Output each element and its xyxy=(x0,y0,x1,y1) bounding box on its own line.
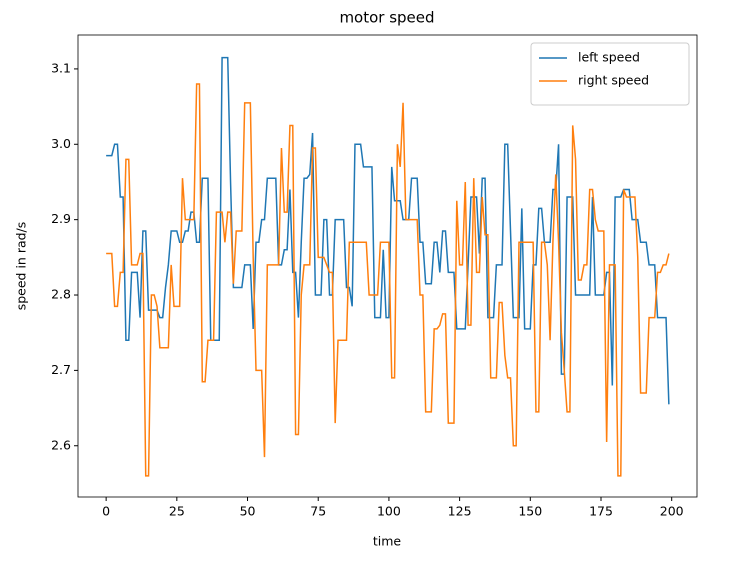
legend-box xyxy=(530,42,690,106)
y-tick-label: 3.1 xyxy=(51,60,71,75)
y-tick-label: 2.9 xyxy=(51,211,71,226)
x-tick-label: 175 xyxy=(589,504,613,519)
y-axis-label: speed in rad/s xyxy=(14,222,29,311)
x-tick-label: 100 xyxy=(377,504,401,519)
x-tick-label: 0 xyxy=(102,504,110,519)
x-tick-label: 25 xyxy=(169,504,185,519)
data-line xyxy=(106,83,670,477)
y-tick-label: 2.7 xyxy=(51,362,71,377)
plot-frame xyxy=(77,34,698,498)
legend-label: left speed xyxy=(578,50,640,65)
x-axis-label: time xyxy=(373,534,402,549)
x-tick-label: 50 xyxy=(240,504,256,519)
data-line xyxy=(106,56,670,405)
chart-title: motor speed xyxy=(339,9,434,27)
x-tick-label: 200 xyxy=(660,504,684,519)
legend-label: right speed xyxy=(578,73,649,88)
x-tick-label: 125 xyxy=(448,504,472,519)
x-tick-label: 75 xyxy=(310,504,326,519)
y-tick-label: 3.0 xyxy=(51,136,71,151)
y-tick-label: 2.6 xyxy=(51,437,71,452)
y-tick-label: 2.8 xyxy=(51,287,71,302)
x-tick-label: 150 xyxy=(518,504,542,519)
